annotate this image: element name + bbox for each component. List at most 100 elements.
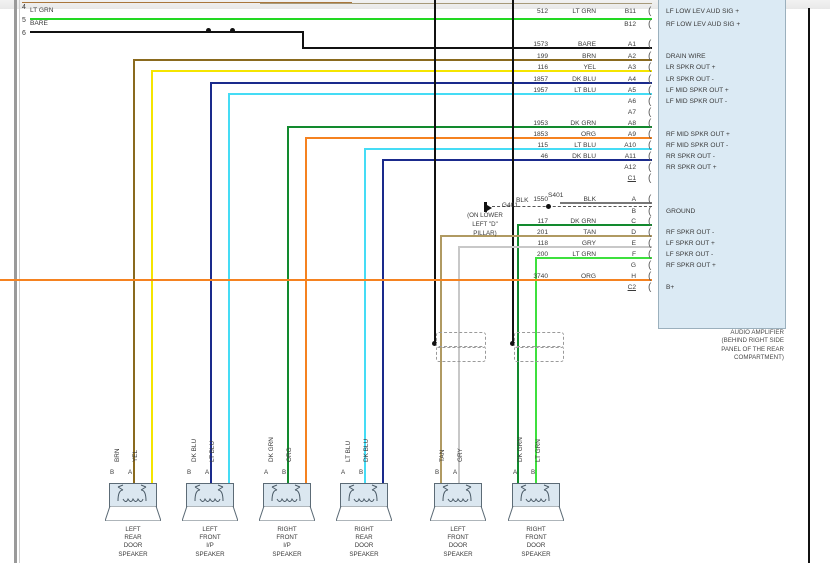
speaker-caption-line: LEFT: [125, 526, 141, 533]
c1-pin-brace: (: [648, 19, 652, 30]
speaker-wire-label-left-rear-door-right: YEL: [132, 449, 139, 462]
c1-wire-number: 1857: [533, 76, 548, 83]
speaker-caption-line: FRONT: [199, 534, 221, 542]
wire-116-yel-h: [151, 69, 652, 72]
speaker-terminal-right-rear-door-left: A: [341, 469, 346, 476]
c1-pin-brace: (: [648, 118, 652, 129]
speaker-caption-line: FRONT: [525, 534, 547, 542]
c1-pin-function: LF LOW LEV AUD SIG +: [666, 8, 740, 15]
splice-s401-dot: [545, 204, 551, 209]
speaker-caption-left-front-ip: LEFT FRONT I/P SPEAKER: [172, 526, 248, 559]
wire-1550-blk-solid: [560, 201, 652, 204]
black-wire-end-dot-left: [431, 340, 437, 346]
c1-wire-color: BARE: [578, 41, 596, 48]
ground-loc-2: LEFT "D": [472, 221, 498, 228]
speaker-terminal-left-front-door-right: A: [453, 469, 458, 476]
speaker-cone: [181, 505, 239, 522]
c1-wire-color: DK BLU: [572, 76, 596, 83]
c2-pin-function: GROUND: [666, 208, 696, 215]
speaker-wire-label-right-front-ip-left: DK GRN: [268, 437, 275, 462]
c1-wire-number: 199: [536, 53, 548, 60]
speaker-wire-label-right-front-door-left: DK GRN: [517, 437, 524, 462]
c2-wire-number: 201: [536, 229, 548, 236]
speaker-caption-left-rear-door: LEFT REAR DOOR SPEAKER: [95, 526, 171, 559]
wire-row4-tan-top: [260, 2, 652, 4]
c2-wire-number: 3740: [533, 273, 548, 280]
c1-pin-id: B11: [624, 8, 636, 15]
c1-wire-number: 1853: [533, 131, 548, 138]
speaker-terminal-left-front-ip-left: B: [187, 469, 192, 476]
speaker-terminal-right-front-door-right: B: [531, 469, 536, 476]
speaker-wire-label-right-rear-door-left: LT BLU: [345, 440, 352, 462]
ground-loc-3: PILLAR): [473, 230, 497, 237]
ground-id-g401: G401: [501, 202, 518, 209]
c1-wire-number: 1957: [533, 87, 548, 94]
wire-row4-orange-top: [22, 1, 352, 3]
c2-pin-id: B: [631, 208, 636, 215]
speaker-body: [109, 483, 157, 508]
c2-pin-brace: (: [648, 238, 652, 249]
amplifier-loc-1: (BEHIND RIGHT SIDE: [721, 337, 784, 345]
speaker-symbol-left-front-door: [429, 483, 487, 523]
c1-wire-number: 116: [537, 64, 548, 71]
speaker-body: [434, 483, 482, 508]
c1-pin-brace: (: [648, 140, 652, 151]
c2-pin-brace: (: [648, 249, 652, 260]
speaker-wire-label-left-front-door-right: GRY: [457, 448, 464, 462]
speaker-terminal-right-front-door-left: A: [513, 469, 518, 476]
wire-201-tan-h: [440, 234, 652, 237]
speaker-cone: [429, 505, 487, 522]
speaker-caption-right-front-door: RIGHT FRONT DOOR SPEAKER: [498, 526, 574, 559]
c1-pin-brace: (: [648, 107, 652, 118]
c2-pin-brace: (: [648, 227, 652, 238]
c1-wire-color: LT BLU: [574, 142, 596, 149]
c1-wire-number: 1573: [533, 41, 548, 48]
wire-199-brn-h: [133, 58, 652, 61]
c2-pin-id: H: [631, 273, 636, 280]
c1-wire-number: 512: [536, 8, 548, 15]
speaker-terminal-left-front-ip-right: A: [205, 469, 210, 476]
wire-bare-1573-left: [30, 30, 302, 33]
c2-pin-function: LF SPKR OUT +: [666, 240, 715, 247]
c1-wire-color: BRN: [582, 53, 596, 60]
wire-201-tan-v: [440, 234, 442, 484]
left-row-number-4: 4: [22, 4, 26, 11]
c1-wire-color: LT BLU: [574, 87, 596, 94]
speaker-coil: [434, 483, 480, 506]
speaker-terminal-right-rear-door-right: B: [359, 469, 364, 476]
c1-pin-id: A1: [627, 41, 636, 48]
bare-junction-dot-1: [205, 28, 211, 33]
wire-200-ltgrn-h: [535, 256, 652, 259]
inline-connector-box-right-lower: [514, 346, 564, 362]
speaker-cone: [507, 505, 565, 522]
ground-symbol-bar: [484, 202, 487, 212]
c1-pin-id: A5: [627, 87, 636, 94]
wire-46-dkblu-h: [382, 158, 652, 161]
wire-118-gry-v: [458, 245, 460, 484]
bare-junction-dot-2: [229, 28, 235, 33]
speaker-symbol-left-front-ip: [181, 483, 239, 523]
amplifier-loc-2: PANEL OF THE REAR: [721, 345, 784, 353]
c2-pin-brace: (: [648, 216, 652, 227]
left-scroll-rail[interactable]: [14, 0, 17, 563]
c1-pin-brace: (: [648, 85, 652, 96]
wire-lt-grn-512-main: [30, 17, 652, 20]
speaker-caption-line: RIGHT: [277, 526, 297, 533]
c2-pin-id: G: [630, 262, 636, 269]
c1-pin-function: LR SPKR OUT -: [666, 76, 714, 83]
wire-117-dkgrn-h: [517, 223, 652, 226]
speaker-coil: [109, 483, 155, 506]
c2-pin-function: B+: [666, 284, 675, 291]
speaker-caption-line: SPEAKER: [272, 550, 302, 558]
speaker-cone: [335, 505, 393, 522]
speaker-coil: [340, 483, 386, 506]
c1-wire-color: DK BLU: [572, 153, 596, 160]
c2-wire-number: 118: [537, 240, 548, 247]
c1-pin-function: LF MID SPKR OUT -: [666, 98, 728, 105]
speaker-wire-label-right-front-ip-right: ORG: [286, 447, 293, 462]
c2-pin-id: C: [631, 218, 636, 225]
wire-115-ltblu-h: [364, 147, 652, 150]
c2-wire-color: DK GRN: [570, 218, 596, 225]
c1-wire-color: ORG: [580, 131, 596, 138]
